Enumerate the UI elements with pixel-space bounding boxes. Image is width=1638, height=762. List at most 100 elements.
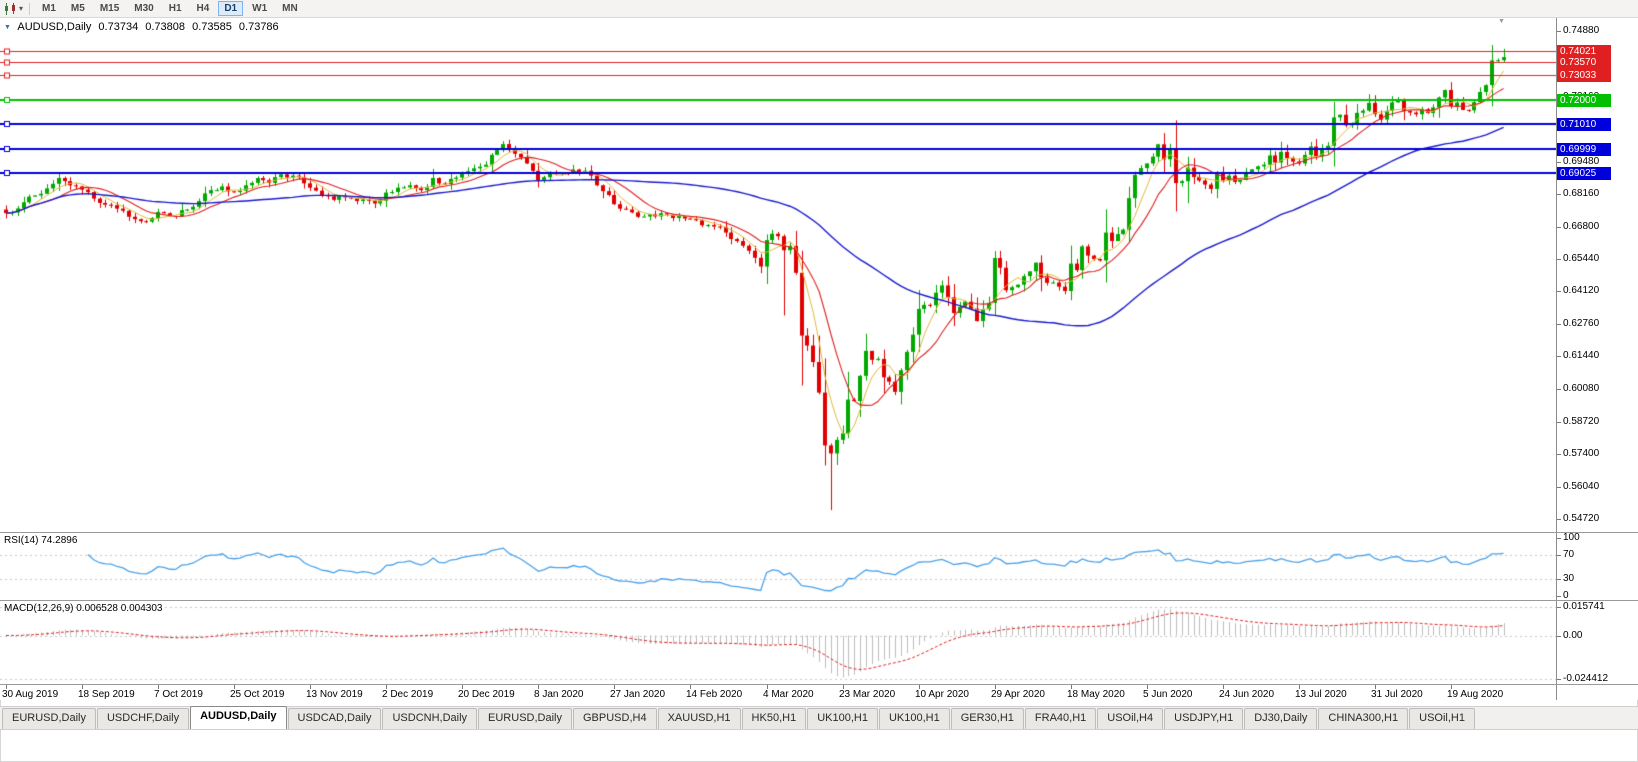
date-label: 2 Dec 2019 xyxy=(382,689,434,700)
price-tickmark xyxy=(1557,291,1561,292)
timeframe-button-h1[interactable]: H1 xyxy=(168,3,182,14)
rsi-axis-label: 0 xyxy=(1563,590,1569,601)
timeframe-button-h4[interactable]: H4 xyxy=(196,3,210,14)
date-tickmark xyxy=(386,685,387,689)
chart-tab[interactable]: HK50,H1 xyxy=(741,708,807,729)
date-label: 18 Sep 2019 xyxy=(78,689,135,700)
date-tickmark xyxy=(158,685,159,689)
price-tickmark xyxy=(1557,227,1561,228)
date-label: 13 Nov 2019 xyxy=(306,689,363,700)
price-tick-label: 0.54720 xyxy=(1563,513,1600,524)
rsi-tickmark xyxy=(1557,596,1561,597)
date-tickmark xyxy=(82,685,83,689)
rsi-tickmark xyxy=(1557,579,1561,580)
timeframe-button-mn[interactable]: MN xyxy=(282,3,298,14)
chart-tab[interactable]: UK100,H1 xyxy=(878,708,950,729)
ohlc-header: ▼ AUDUSD,Daily 0.73734 0.73808 0.73585 0… xyxy=(4,21,283,33)
date-tickmark xyxy=(1451,685,1452,689)
candlestick-chart-icon[interactable] xyxy=(4,2,17,15)
date-label: 23 Mar 2020 xyxy=(839,689,896,700)
price-tickmark xyxy=(1557,259,1561,260)
price-tickmark xyxy=(1557,324,1561,325)
timeframe-button-group: M1 M5 M15 M30 H1 H4 D1 W1 MN xyxy=(36,1,304,16)
date-label: 30 Aug 2019 xyxy=(2,689,59,700)
high-value: 0.73808 xyxy=(145,21,186,33)
timeframe-button-m15[interactable]: M15 xyxy=(99,3,120,14)
chart-tab[interactable]: UK100,H1 xyxy=(807,708,878,729)
one-click-trading-icon[interactable]: ▼ xyxy=(4,24,11,31)
chart-tab[interactable]: USDCHF,Daily xyxy=(96,708,190,729)
macd-axis-label: 0.015741 xyxy=(1563,601,1605,612)
date-label: 13 Jul 2020 xyxy=(1295,689,1347,700)
price-tick-label: 0.68160 xyxy=(1563,188,1600,199)
chart-tab[interactable]: XAUUSD,H1 xyxy=(657,708,741,729)
chart-shift-marker[interactable]: ▼ xyxy=(1498,18,1505,25)
chart-tab[interactable]: USDCNH,Daily xyxy=(382,708,478,729)
date-tickmark xyxy=(234,685,235,689)
macd-tickmark xyxy=(1557,607,1561,608)
hline-price-badge[interactable]: 0.69999 xyxy=(1557,143,1611,156)
date-label: 29 Apr 2020 xyxy=(991,689,1045,700)
price-tick-label: 0.69480 xyxy=(1563,156,1600,167)
chart-tab[interactable]: AUDUSD,Daily xyxy=(190,706,287,729)
date-label: 8 Jan 2020 xyxy=(534,689,584,700)
hline-price-badge[interactable]: 0.73570 xyxy=(1557,56,1611,69)
price-tickmark xyxy=(1557,194,1561,195)
chart-tab-bar: EURUSD,Daily USDCHF,Daily AUDUSD,Daily USDC… xyxy=(0,706,1638,730)
chart-tab[interactable]: GBPUSD,H4 xyxy=(573,708,657,729)
date-label: 19 Aug 2020 xyxy=(1447,689,1504,700)
chart-tab[interactable]: EURUSD,Daily xyxy=(2,708,96,729)
chart-tab[interactable]: EURUSD,Daily xyxy=(478,708,572,729)
main-chart-panel: ▼ AUDUSD,Daily 0.73734 0.73808 0.73585 0… xyxy=(0,18,1638,532)
price-axis: 0.748800.735200.721600.708400.694800.681… xyxy=(1556,18,1638,532)
date-label: 5 Jun 2020 xyxy=(1143,689,1193,700)
chart-tab[interactable]: FRA40,H1 xyxy=(1024,708,1097,729)
hline-price-badge[interactable]: 0.74021 xyxy=(1557,45,1611,58)
date-tickmark xyxy=(1071,685,1072,689)
price-tickmark xyxy=(1557,519,1561,520)
hline-price-badge[interactable]: 0.69025 xyxy=(1557,167,1611,180)
chart-tab[interactable]: DJ30,Daily xyxy=(1244,708,1318,729)
price-tick-label: 0.61440 xyxy=(1563,350,1600,361)
open-value: 0.73734 xyxy=(98,21,139,33)
timeframe-button-m5[interactable]: M5 xyxy=(70,3,85,14)
price-tickmark xyxy=(1557,31,1561,32)
date-axis-corner xyxy=(1556,685,1638,700)
chart-type-dropdown-icon[interactable]: ▾ xyxy=(19,4,24,13)
rsi-tickmark xyxy=(1557,555,1561,556)
rsi-axis-label: 30 xyxy=(1563,573,1575,584)
timeframe-button-d1[interactable]: D1 xyxy=(218,1,244,16)
chart-tab[interactable]: CHINA300,H1 xyxy=(1318,708,1409,729)
rsi-axis: 100 70 30 0 xyxy=(1556,532,1638,601)
chart-tab[interactable]: GER30,H1 xyxy=(950,708,1024,729)
date-label: 25 Oct 2019 xyxy=(230,689,285,700)
price-tick-label: 0.57400 xyxy=(1563,448,1600,459)
macd-canvas[interactable] xyxy=(0,601,1556,685)
date-label: 10 Apr 2020 xyxy=(915,689,969,700)
low-value: 0.73585 xyxy=(192,21,232,33)
date-label: 14 Feb 2020 xyxy=(686,689,743,700)
date-tickmark xyxy=(1375,685,1376,689)
price-tickmark xyxy=(1557,356,1561,357)
hline-price-badge[interactable]: 0.71010 xyxy=(1557,118,1611,131)
chart-tab[interactable]: USDJPY,H1 xyxy=(1164,708,1244,729)
date-tickmark xyxy=(843,685,844,689)
hline-price-badge[interactable]: 0.72000 xyxy=(1557,94,1611,107)
chart-tab[interactable]: USDCAD,Daily xyxy=(287,708,382,729)
rsi-canvas[interactable] xyxy=(0,533,1556,601)
price-chart-canvas[interactable] xyxy=(0,18,1556,532)
date-label: 7 Oct 2019 xyxy=(154,689,203,700)
timeframe-button-w1[interactable]: W1 xyxy=(252,3,268,14)
date-tickmark xyxy=(919,685,920,689)
macd-tickmark xyxy=(1557,636,1561,637)
rsi-axis-label: 70 xyxy=(1563,549,1575,560)
rsi-axis-label: 100 xyxy=(1563,532,1580,543)
chart-tab[interactable]: USOil,H4 xyxy=(1097,708,1164,729)
timeframe-button-m1[interactable]: M1 xyxy=(42,3,56,14)
date-label: 27 Jan 2020 xyxy=(610,689,666,700)
hline-price-badge[interactable]: 0.73033 xyxy=(1557,69,1611,82)
chart-tab[interactable]: USOil,H1 xyxy=(1409,708,1475,729)
date-tickmark xyxy=(6,685,7,689)
price-tick-label: 0.58720 xyxy=(1563,416,1600,427)
timeframe-button-m30[interactable]: M30 xyxy=(134,3,154,14)
